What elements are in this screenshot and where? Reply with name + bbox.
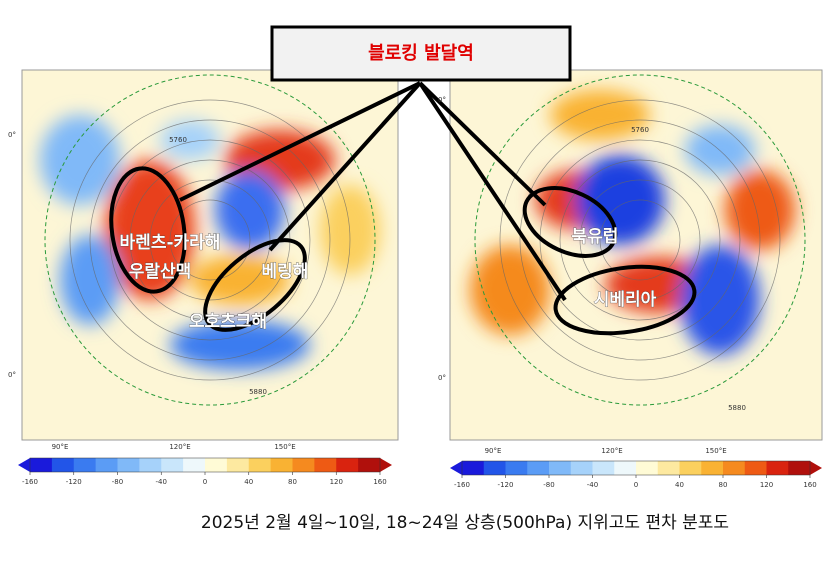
colorbar-tick-label: 40 bbox=[675, 481, 684, 489]
colorbar-tick-label: 120 bbox=[330, 478, 343, 486]
region-label: 북유럽 bbox=[572, 227, 619, 247]
colorbar-segment bbox=[614, 461, 637, 475]
lon-label: 120°E bbox=[601, 447, 622, 455]
colorbar-end bbox=[450, 461, 462, 475]
region-label: 바렌츠-카라해 bbox=[120, 233, 221, 253]
region-label: 오호츠크해 bbox=[189, 312, 267, 332]
colorbar-tick-label: 160 bbox=[373, 478, 386, 486]
lon-label: 150°E bbox=[274, 443, 295, 451]
colorbar-segment bbox=[657, 461, 680, 475]
colorbar-tick-label: -40 bbox=[156, 478, 167, 486]
colorbar-tick-label: 80 bbox=[719, 481, 728, 489]
colorbar-tick-label: -120 bbox=[66, 478, 82, 486]
colorbar-segment bbox=[570, 461, 593, 475]
colorbar-segment bbox=[636, 461, 659, 475]
colorbar-segment bbox=[183, 458, 206, 472]
lon-label: 90°E bbox=[52, 443, 69, 451]
colorbar-segment bbox=[483, 461, 506, 475]
colorbar-end bbox=[18, 458, 30, 472]
region-label: 베링해 bbox=[262, 262, 309, 282]
colorbar-tick-label: 0 bbox=[203, 478, 207, 486]
colorbar-segment bbox=[226, 458, 250, 472]
colorbar-segment bbox=[117, 458, 140, 472]
colorbar-segment bbox=[336, 458, 359, 472]
region-label: 시베리아 bbox=[594, 290, 657, 310]
colorbar-segment bbox=[161, 458, 184, 472]
colorbar-segment bbox=[549, 461, 572, 475]
colorbar-segment bbox=[73, 458, 97, 472]
colorbar-tick-label: 0 bbox=[634, 481, 638, 489]
colorbar-segment bbox=[358, 458, 381, 472]
lat-label: 0° bbox=[438, 374, 446, 382]
contour-label: 5760 bbox=[631, 126, 649, 134]
lon-label: 120°E bbox=[169, 443, 190, 451]
colorbar-segment bbox=[679, 461, 702, 475]
lon-label: 90°E bbox=[485, 447, 502, 455]
colorbar-segment bbox=[248, 458, 272, 472]
contour-label: 5880 bbox=[249, 388, 267, 396]
colorbar-tick-label: -40 bbox=[587, 481, 598, 489]
left-map bbox=[22, 70, 398, 440]
colorbar-segment bbox=[592, 461, 615, 475]
lat-label: 0° bbox=[8, 371, 16, 379]
colorbar-segment bbox=[292, 458, 315, 472]
contour-label: 5760 bbox=[169, 136, 187, 144]
colorbar-tick-label: -160 bbox=[454, 481, 470, 489]
colorbar-segment bbox=[527, 461, 550, 475]
colorbar-tick-label: -80 bbox=[543, 481, 554, 489]
colorbar-tick-label: 80 bbox=[288, 478, 297, 486]
colorbar-segment bbox=[51, 458, 75, 472]
colorbar-tick-label: -80 bbox=[112, 478, 123, 486]
colorbar-segment bbox=[95, 458, 118, 472]
colorbar-tick-label: 40 bbox=[244, 478, 253, 486]
colorbar-tick-label: 120 bbox=[760, 481, 773, 489]
colorbar-segment bbox=[462, 461, 485, 475]
colorbar-segment bbox=[139, 458, 162, 472]
lat-label: 0° bbox=[8, 131, 16, 139]
colorbar-tick-label: -120 bbox=[498, 481, 514, 489]
region-label: 우랄산맥 bbox=[129, 262, 192, 282]
colorbar-segment bbox=[766, 461, 789, 475]
colorbar-segment bbox=[788, 461, 811, 475]
colorbar-segment bbox=[723, 461, 746, 475]
colorbar-end bbox=[810, 461, 822, 475]
colorbar-end bbox=[380, 458, 392, 472]
right-map bbox=[450, 70, 822, 440]
colorbar-segment bbox=[701, 461, 724, 475]
lat-label: 0° bbox=[438, 96, 446, 104]
colorbar-tick-label: 160 bbox=[803, 481, 816, 489]
contour-label: 5880 bbox=[728, 404, 746, 412]
colorbar-segment bbox=[505, 461, 528, 475]
colorbar-segment bbox=[270, 458, 293, 472]
colorbar-segment bbox=[314, 458, 337, 472]
callout-title: 블로킹 발달역 bbox=[368, 43, 474, 64]
colorbar-tick-label: -160 bbox=[22, 478, 38, 486]
lon-label: 150°E bbox=[705, 447, 726, 455]
caption: 2025년 2월 4일~10일, 18~24일 상층(500hPa) 지위고도 … bbox=[201, 513, 729, 533]
colorbar-segment bbox=[205, 458, 228, 472]
colorbar-segment bbox=[744, 461, 767, 475]
colorbar-segment bbox=[30, 458, 53, 472]
